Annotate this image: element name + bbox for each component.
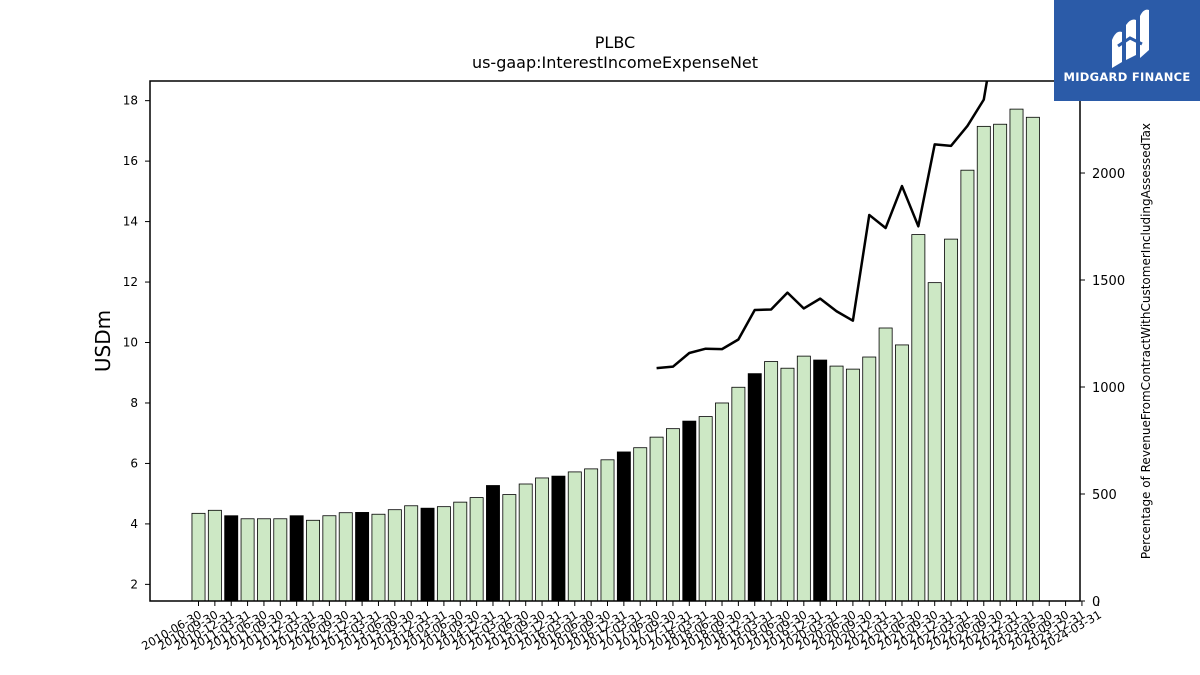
y-tick-label: 12 [123, 275, 138, 289]
bar [911, 234, 926, 602]
bar [633, 447, 648, 602]
bar [371, 513, 386, 602]
bar [420, 507, 435, 602]
line-group [656, 81, 989, 370]
plot-frame [149, 80, 1081, 602]
y-tick-label: 6 [130, 456, 138, 470]
bar [796, 355, 811, 602]
brand-logo: MIDGARD FINANCE [1054, 0, 1200, 101]
bar [895, 344, 909, 602]
bar [338, 512, 353, 602]
bar [567, 471, 582, 602]
bar [715, 402, 729, 602]
bars-group [191, 108, 1040, 602]
bar [486, 485, 500, 602]
bar [306, 519, 320, 602]
y-tick-label: 14 [123, 215, 138, 229]
chart-title: PLBC [595, 33, 635, 52]
y-tick-label: 8 [130, 396, 138, 410]
bar [829, 365, 844, 602]
bar [436, 506, 451, 602]
bar [616, 451, 631, 602]
bar [240, 518, 255, 602]
brand-name: MIDGARD FINANCE [1063, 70, 1191, 84]
bar [551, 475, 566, 602]
bar [845, 368, 860, 602]
bar [944, 238, 959, 602]
midgard-logo-icon [1112, 9, 1149, 68]
bar [273, 518, 288, 602]
y-tick-label: 18 [123, 94, 138, 108]
bar [976, 125, 991, 602]
bar [862, 356, 877, 602]
chart-subtitle: us-gaap:InterestIncomeExpenseNet [472, 53, 758, 72]
bar [1009, 108, 1024, 602]
series-line [656, 81, 989, 370]
y-axis-label: USDm [91, 310, 115, 372]
bar [289, 515, 304, 602]
bar [960, 169, 975, 602]
bar [682, 420, 697, 602]
y-tick-label: 16 [123, 154, 138, 168]
bar [698, 416, 713, 602]
bar [191, 512, 206, 602]
x-axis: 2010-06-302010-09-302010-12-312011-03-31… [139, 601, 1104, 653]
bar [453, 501, 468, 602]
bar [207, 509, 222, 602]
bar [878, 327, 893, 602]
bar [764, 361, 779, 602]
bar [535, 477, 550, 602]
bar [224, 515, 239, 602]
y2-axis-label: Percentage of RevenueFromContractWithCus… [1139, 123, 1153, 559]
left-axis: 2 4 6 8 10 12 14 16 18 [123, 94, 150, 591]
y-tick-label: 10 [123, 336, 138, 350]
bar [1025, 116, 1040, 602]
bar [256, 518, 271, 602]
bar [666, 428, 680, 602]
bar [649, 436, 664, 602]
bar [584, 468, 599, 602]
y2-tick-label: 1000 [1092, 381, 1125, 396]
bar [469, 497, 484, 602]
bar [747, 373, 762, 602]
right-axis: 0 500 1000 1500 2000 [1080, 167, 1125, 610]
bar [518, 483, 533, 602]
bar [404, 505, 419, 602]
y2-tick-label: 2000 [1092, 167, 1125, 182]
y2-tick-label: 1500 [1092, 274, 1125, 289]
bar [502, 494, 517, 602]
bar [600, 459, 615, 602]
bar [993, 123, 1008, 602]
bar [731, 386, 746, 602]
y2-tick-label: 0 [1092, 595, 1100, 610]
bar [387, 509, 402, 602]
y-tick-label: 2 [130, 577, 138, 591]
bar [780, 367, 795, 602]
bar [355, 512, 370, 602]
y-tick-label: 4 [130, 517, 138, 531]
y2-tick-label: 500 [1092, 488, 1117, 503]
bar [927, 282, 942, 602]
bar [813, 359, 828, 602]
bar [322, 515, 337, 602]
